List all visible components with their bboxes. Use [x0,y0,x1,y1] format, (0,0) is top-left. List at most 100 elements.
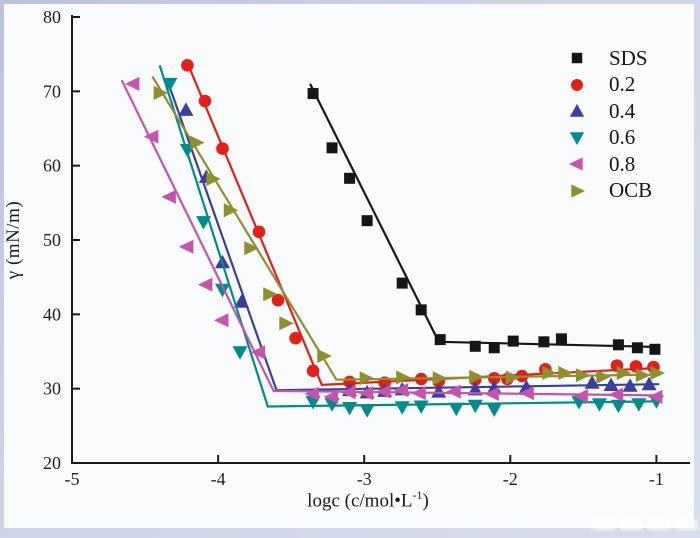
marker-square [488,342,500,354]
y-tick-label: 70 [43,81,61,101]
marker-circle [252,225,266,239]
marker-circle [198,94,212,108]
legend-label: OCB [609,178,653,203]
figure-panel [4,4,694,528]
fit-line-0.6 [158,64,660,408]
legend-marker-triangle-left-icon [568,157,583,171]
marker-square [631,342,643,354]
marker-triangle-left [304,386,320,401]
x-tick-label: -1 [649,469,664,489]
x-tick-label: -4 [211,469,226,489]
marker-triangle-up [431,384,447,398]
marker-triangle-down [342,401,358,416]
legend-marker-triangle-up-icon [569,104,585,117]
marker-circle [216,142,229,155]
marker-triangle-left [358,386,374,401]
y-tick-label: 80 [43,7,61,27]
marker-triangle-left [608,387,623,402]
marker-triangle-left [573,389,588,404]
marker-triangle-right [432,371,448,386]
legend-item-SDS: SDS [565,45,652,72]
marker-triangle-up [603,377,619,391]
series-SDS [307,83,661,355]
marker-circle [629,360,643,373]
marker-triangle-down [631,398,647,412]
marker-triangle-right [396,370,411,385]
x-tick-label: -2 [503,469,518,489]
marker-square [396,277,408,289]
marker-square [612,339,624,351]
marker-circle [289,331,302,345]
marker-triangle-up [233,294,249,308]
marker-triangle-left [124,76,140,91]
marker-triangle-right [359,371,375,386]
marker-triangle-right [263,287,278,302]
x-axis-title-sup: -1 [412,488,423,502]
marker-square [507,335,519,347]
marker-triangle-down [467,399,483,414]
marker-triangle-down [486,403,502,417]
marker-triangle-up [178,102,194,116]
marker-triangle-right [650,366,665,381]
y-tick-label: 20 [43,453,61,473]
marker-triangle-right [571,184,586,198]
x-axis-title-text: logc (c/mol•L [307,490,413,512]
y-tick-label: 40 [43,304,61,324]
marker-square [344,172,356,184]
marker-square [649,343,661,355]
marker-square [307,88,319,100]
x-axis-title-suffix: ) [422,490,429,512]
marker-triangle-right [223,203,239,218]
marker-triangle-down [610,399,626,414]
marker-triangle-down [394,401,410,415]
marker-triangle-left [519,386,534,401]
marker-square [434,334,446,346]
marker-triangle-up [467,381,483,396]
marker-square [415,304,427,316]
marker-triangle-right [542,366,557,381]
x-tick-label: -3 [357,469,372,489]
marker-triangle-up [584,375,600,389]
marker-triangle-up [569,104,585,117]
marker-triangle-left [568,157,583,171]
marker-triangle-down [195,216,211,230]
marker-triangle-left [411,386,426,401]
legend-label: SDS [609,45,648,70]
marker-triangle-left [484,386,499,401]
marker-triangle-down [448,402,464,417]
legend-label: 0.4 [609,98,636,123]
series-0.8 [120,76,663,404]
marker-triangle-right [616,366,632,381]
marker-triangle-right [279,316,294,331]
legend-item-0.2: 0.2 [565,72,652,99]
marker-triangle-left [647,389,663,404]
marker-circle [571,78,583,91]
marker-triangle-left [213,313,229,328]
marker-triangle-left [341,385,356,400]
marker-triangle-down [591,398,607,412]
marker-triangle-left [376,384,391,399]
marker-triangle-down [569,132,585,145]
marker-triangle-right [469,369,484,384]
marker-circle [181,59,194,72]
y-tick-label: 50 [43,230,61,250]
marker-square [326,142,338,154]
legend-item-0.6: 0.6 [565,125,652,152]
series-OCB [151,75,665,386]
legend-marker-triangle-right-icon [571,184,586,198]
marker-triangle-right [505,370,521,385]
marker-triangle-left [178,239,194,254]
marker-square [469,340,481,352]
marker-triangle-left [393,383,409,398]
marker-square [555,333,567,345]
watermark [592,518,698,533]
legend-marker-circle-icon [571,78,583,91]
marker-triangle-right [596,369,611,384]
marker-triangle-right [206,172,221,187]
x-axis-title: logc (c/mol•L-1) [238,488,498,512]
legend-marker-square-icon [571,53,583,64]
marker-triangle-down [359,404,375,418]
legend-label: 0.2 [609,72,636,97]
